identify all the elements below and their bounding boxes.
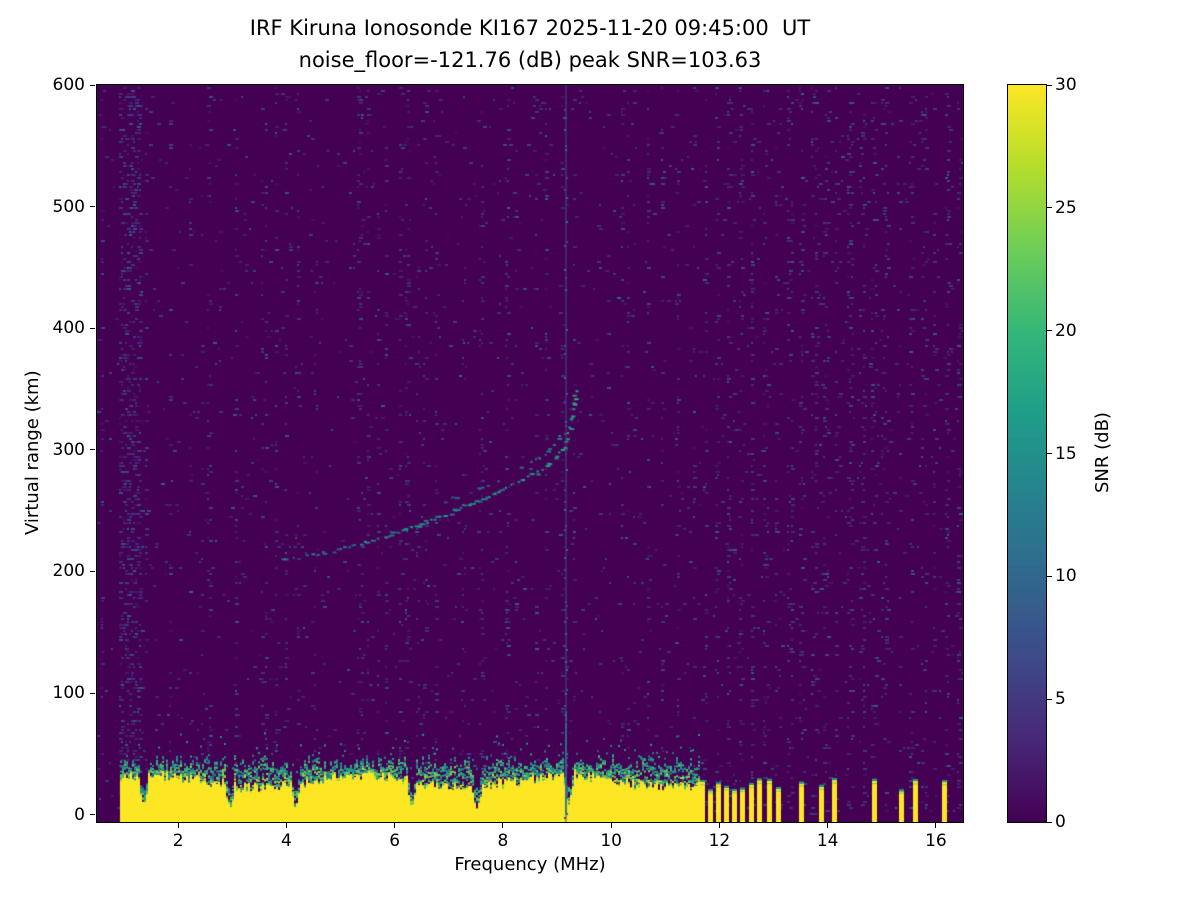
x-tick-mark (285, 823, 287, 828)
y-tick-label: 300 (52, 439, 85, 460)
y-tick-mark (90, 449, 95, 451)
x-tick-label: 2 (172, 831, 184, 851)
chart-subtitle: noise_floor=-121.76 (dB) peak SNR=103.63 (298, 48, 762, 72)
y-tick-label: 200 (52, 561, 85, 582)
x-tick-mark (718, 823, 720, 828)
y-tick-label: 100 (52, 683, 85, 704)
colorbar-tick-label: 5 (1055, 689, 1066, 710)
y-tick-label: 500 (52, 196, 85, 217)
colorbar-tick-mark (1047, 575, 1052, 577)
ionogram-heatmap-canvas (97, 85, 963, 822)
colorbar-tick-mark (1047, 84, 1052, 86)
x-tick-label: 4 (281, 831, 292, 851)
y-tick-label: 600 (52, 75, 85, 95)
x-axis-label: Frequency (MHz) (454, 854, 606, 875)
y-tick-mark (90, 84, 95, 86)
colorbar-tick-label: 20 (1055, 320, 1077, 341)
colorbar-tick-mark (1047, 698, 1052, 700)
colorbar-tick-label: 25 (1055, 197, 1077, 218)
y-axis-label: Virtual range (km) (22, 370, 43, 535)
x-tick-label: 14 (816, 831, 839, 851)
y-tick-mark (90, 692, 95, 694)
plot-frame (96, 84, 964, 823)
y-tick-mark (90, 206, 95, 208)
colorbar-tick-mark (1047, 821, 1052, 823)
chart-title: IRF Kiruna Ionosonde KI167 2025-11-20 09… (249, 16, 811, 40)
colorbar-tick-label: 0 (1055, 812, 1066, 832)
y-tick-label: 400 (52, 318, 85, 339)
x-tick-mark (935, 823, 937, 828)
x-tick-label: 8 (497, 831, 509, 851)
colorbar-gradient-canvas (1008, 85, 1046, 822)
colorbar-label: SNR (dB) (1092, 412, 1113, 493)
colorbar-tick-label: 15 (1055, 443, 1077, 464)
colorbar-tick-mark (1047, 330, 1052, 332)
x-tick-mark (394, 823, 396, 828)
colorbar-tick-mark (1047, 453, 1052, 454)
x-tick-mark (610, 823, 612, 828)
x-tick-mark (502, 823, 504, 828)
x-tick-mark (177, 823, 179, 828)
y-tick-label: 0 (74, 804, 85, 825)
x-tick-label: 10 (600, 831, 622, 851)
x-tick-label: 16 (925, 831, 947, 851)
colorbar-tick-label: 10 (1055, 566, 1077, 587)
y-tick-mark (90, 814, 95, 816)
colorbar (1007, 84, 1047, 823)
x-tick-label: 12 (708, 831, 731, 851)
y-tick-mark (90, 327, 95, 329)
colorbar-tick-label: 30 (1055, 75, 1077, 95)
colorbar-tick-mark (1047, 207, 1052, 209)
x-tick-label: 6 (389, 831, 401, 851)
x-tick-mark (827, 823, 829, 828)
y-tick-mark (90, 570, 95, 572)
